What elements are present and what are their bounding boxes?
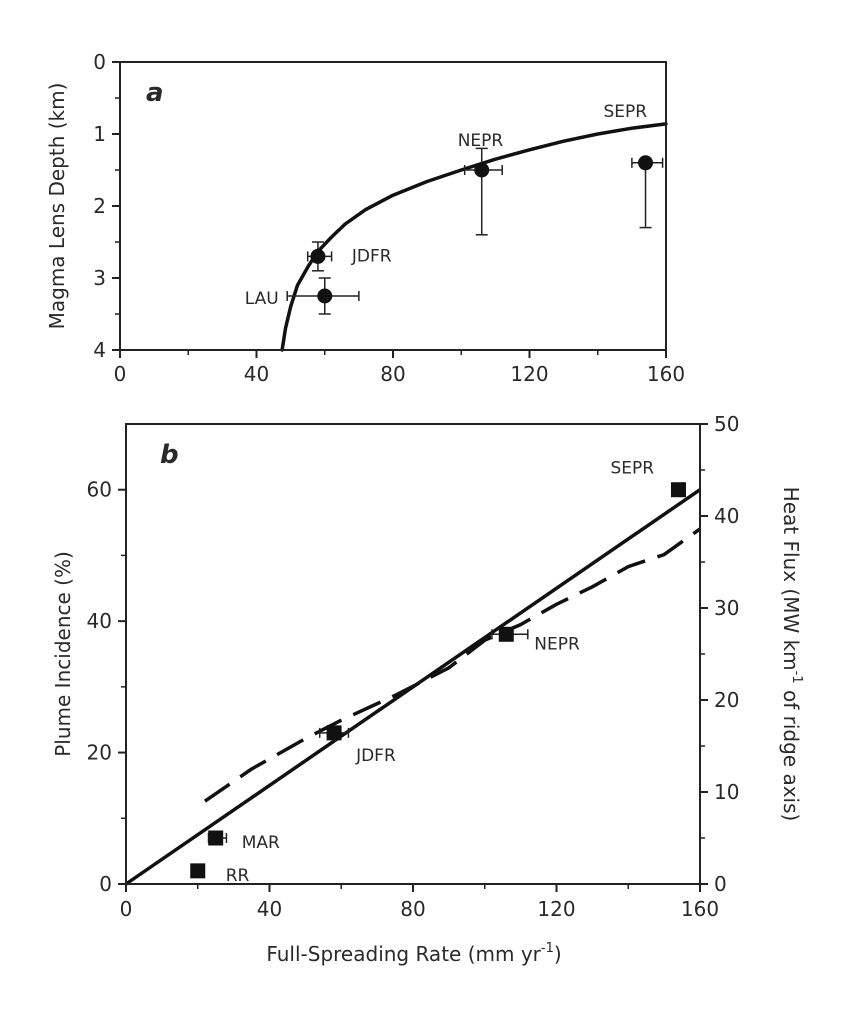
b-point-label: MAR (242, 833, 280, 853)
panel-b-y2label-sup: -1 (789, 671, 804, 684)
panel-b-xlabel-main: Full-Spreading Rate (mm yr (266, 942, 541, 966)
b-x-tick-label: 120 (537, 897, 575, 921)
panel-a-letter: a (146, 78, 164, 108)
panel-b-frame (125, 423, 701, 885)
a-x-tick-label: 0 (114, 362, 127, 386)
a-data-point (310, 248, 326, 264)
b-y-tick-label: 60 (87, 478, 112, 502)
a-point-label: NEPR (458, 131, 504, 151)
panel-a-frame (119, 61, 667, 351)
b-x-tick-label: 40 (257, 897, 282, 921)
b-data-point (208, 830, 224, 846)
b-y2-tick-label: 30 (714, 596, 739, 620)
panel-b-xlabel-end: ) (554, 942, 562, 966)
b-data-point (498, 626, 514, 642)
b-y2-tick-label: 10 (714, 780, 739, 804)
b-x-tick-label: 160 (681, 897, 719, 921)
b-y-tick-label: 0 (99, 872, 112, 896)
panel-a-ylabel: Magma Lens Depth (km) (45, 83, 69, 330)
a-x-tick-label: 160 (647, 362, 685, 386)
b-x-tick-label: 80 (400, 897, 425, 921)
b-dashed-line (203, 527, 702, 803)
a-y-tick-label: 1 (93, 122, 106, 146)
a-x-tick-label: 40 (244, 362, 269, 386)
panel-b-y2label-main: Heat Flux (MW km (779, 487, 803, 671)
a-y-tick-label: 2 (93, 194, 106, 218)
a-x-tick-label: 80 (380, 362, 405, 386)
a-point-label: SEPR (604, 102, 648, 122)
a-fit-curve (280, 122, 668, 352)
panel-b-xlabel-sup: -1 (541, 941, 554, 956)
a-data-point (474, 162, 490, 178)
a-data-point (638, 155, 654, 171)
a-point-label: LAU (245, 289, 279, 309)
a-x-tick-label: 120 (510, 362, 548, 386)
a-point-label: JDFR (351, 246, 392, 266)
a-y-tick-label: 3 (93, 266, 106, 290)
panel-a: LAU JDFR NEPR SEPR 0 40 80 120 160 0 1 2 3 4 a Magma… (45, 50, 685, 386)
panel-b-y2label: Heat Flux (MW km-1 of ridge axis) (779, 487, 804, 822)
b-point-label: RR (226, 866, 250, 886)
b-y2-tick-label: 40 (714, 504, 739, 528)
b-point-label: SEPR (610, 459, 654, 479)
a-y-tick-label: 0 (93, 50, 106, 74)
b-y2-tick-label: 0 (714, 872, 727, 896)
a-y-tick-label: 4 (93, 338, 106, 362)
panel-b-letter: b (160, 440, 179, 470)
b-data-point (670, 482, 686, 498)
panel-b-ylabel: Plume Incidence (%) (51, 551, 75, 757)
b-y2-tick-label: 20 (714, 688, 739, 712)
b-data-point (190, 863, 206, 879)
b-point-label: JDFR (355, 746, 396, 766)
panel-b-y2label-end: of ridge axis) (779, 684, 803, 822)
b-x-tick-label: 0 (120, 897, 133, 921)
panel-b-xlabel: Full-Spreading Rate (mm yr-1) (266, 941, 561, 966)
b-point-label: NEPR (534, 634, 580, 654)
b-y2-tick-label: 50 (714, 412, 739, 436)
b-y-tick-label: 40 (87, 609, 112, 633)
a-data-point (317, 288, 333, 304)
b-data-point (326, 725, 342, 741)
b-y-tick-label: 20 (87, 741, 112, 765)
